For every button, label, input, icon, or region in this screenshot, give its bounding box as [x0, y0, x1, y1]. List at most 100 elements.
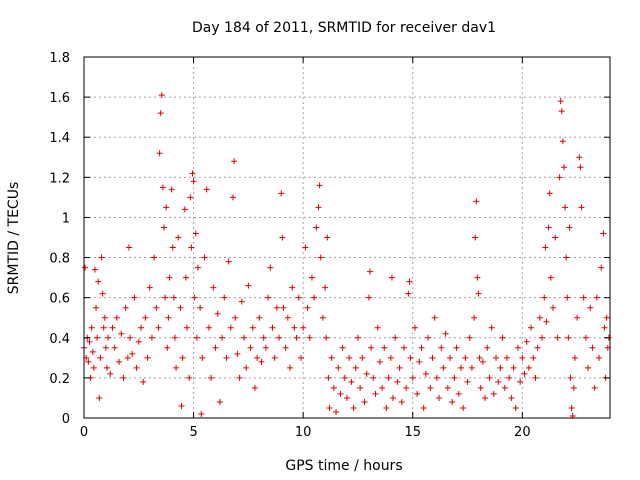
data-point — [546, 190, 553, 197]
data-point — [269, 324, 276, 331]
x-tick-label: 5 — [189, 425, 197, 440]
data-point — [370, 374, 377, 381]
data-point — [556, 174, 563, 181]
data-point — [476, 354, 483, 361]
data-point — [403, 384, 410, 391]
data-point — [284, 314, 291, 321]
data-point — [109, 324, 116, 331]
y-tick-label: 1 — [62, 211, 70, 226]
data-point — [475, 290, 482, 297]
data-point — [359, 354, 366, 361]
data-point — [278, 190, 285, 197]
data-point — [249, 324, 256, 331]
data-point — [566, 224, 573, 231]
data-point — [582, 334, 589, 341]
data-point — [210, 284, 217, 291]
data-point — [315, 204, 322, 211]
data-point — [576, 154, 583, 161]
data-point — [291, 324, 298, 331]
data-point — [600, 230, 607, 237]
data-point — [348, 378, 355, 385]
data-point — [184, 324, 191, 331]
data-point — [319, 314, 326, 321]
data-point — [302, 244, 309, 251]
data-point — [153, 304, 160, 311]
data-point — [94, 334, 101, 341]
data-point — [517, 378, 524, 385]
data-point — [166, 274, 173, 281]
data-point — [247, 344, 254, 351]
data-point — [440, 364, 447, 371]
data-point — [525, 364, 532, 371]
data-point — [157, 110, 164, 117]
data-point — [429, 354, 436, 361]
data-point — [436, 394, 443, 401]
data-point — [186, 374, 193, 381]
data-point — [187, 194, 194, 201]
data-point — [101, 314, 108, 321]
data-point — [227, 324, 234, 331]
data-point — [254, 354, 261, 361]
data-point — [337, 390, 344, 397]
data-point — [155, 324, 162, 331]
data-point — [178, 402, 185, 409]
data-point — [135, 338, 142, 345]
data-point — [260, 334, 267, 341]
data-point — [501, 384, 508, 391]
x-axis-label: GPS time / hours — [285, 458, 402, 474]
data-point — [603, 314, 610, 321]
data-point — [368, 344, 375, 351]
data-point — [171, 334, 178, 341]
data-point — [127, 334, 134, 341]
data-point — [175, 234, 182, 241]
data-point — [297, 354, 304, 361]
data-point — [107, 370, 114, 377]
data-point — [559, 138, 566, 145]
data-point — [363, 370, 370, 377]
data-point — [151, 254, 158, 261]
data-point — [282, 344, 289, 351]
data-point — [104, 364, 111, 371]
data-point — [198, 410, 205, 417]
plot-frame — [83, 56, 611, 419]
y-tick-label: 1.6 — [49, 91, 70, 106]
data-point — [567, 374, 574, 381]
data-point — [350, 404, 357, 411]
data-point — [396, 364, 403, 371]
data-point — [137, 324, 144, 331]
data-point — [276, 334, 283, 341]
data-point — [231, 158, 238, 165]
data-point — [102, 344, 109, 351]
x-tick-label: 0 — [80, 425, 88, 440]
data-point — [245, 282, 252, 289]
data-point — [236, 374, 243, 381]
data-point — [197, 304, 204, 311]
data-point — [308, 274, 315, 281]
data-point — [477, 384, 484, 391]
data-point — [451, 374, 458, 381]
data-point — [438, 344, 445, 351]
data-point — [422, 370, 429, 377]
data-point — [541, 294, 548, 301]
data-point — [585, 364, 592, 371]
data-point — [444, 384, 451, 391]
data-point — [545, 224, 552, 231]
data-point — [191, 294, 198, 301]
data-point — [409, 374, 416, 381]
data-point — [593, 294, 600, 301]
data-point — [279, 234, 286, 241]
data-point — [571, 354, 578, 361]
data-point — [230, 194, 237, 201]
data-point — [330, 384, 337, 391]
data-point — [85, 358, 92, 365]
data-point — [506, 374, 513, 381]
data-point — [173, 364, 180, 371]
data-point — [462, 354, 469, 361]
data-point — [497, 364, 504, 371]
data-point — [203, 186, 210, 193]
data-point — [140, 378, 147, 385]
data-point — [416, 358, 423, 365]
data-point — [177, 304, 184, 311]
data-point — [341, 374, 348, 381]
data-point — [194, 264, 201, 271]
